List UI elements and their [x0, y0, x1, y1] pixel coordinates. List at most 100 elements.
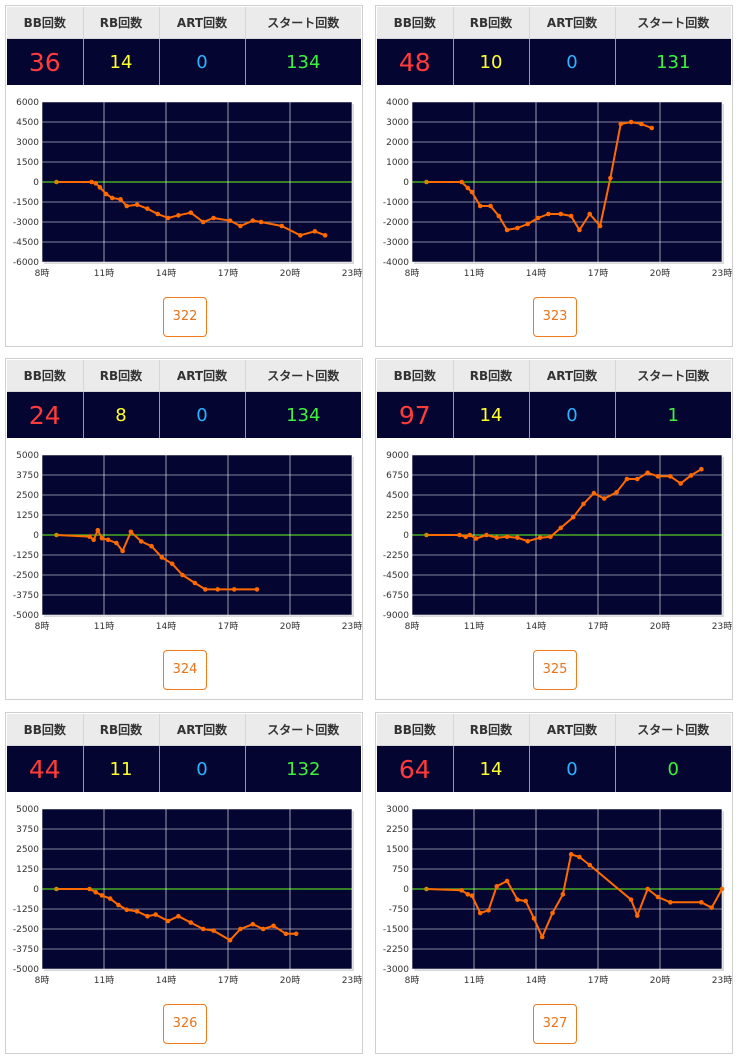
rb-count: 10 — [453, 38, 530, 85]
data-point — [424, 886, 429, 892]
y-tick-label: -2500 — [13, 925, 39, 935]
data-point — [608, 175, 613, 181]
data-point — [238, 926, 243, 932]
x-tick-label: 23時 — [712, 621, 732, 632]
y-tick-label: 4000 — [386, 98, 409, 108]
machine-card: BB回数 RB回数 ART回数 スタート回数 48 10 0 131 4000 3000 2000 1… — [375, 5, 733, 347]
machine-card: BB回数 RB回数 ART回数 スタート回数 64 14 0 0 3000 2250 1500 750… — [375, 712, 733, 1054]
data-point — [515, 225, 520, 231]
x-tick-label: 8時 — [405, 975, 420, 986]
y-tick-label: 0 — [33, 885, 39, 895]
x-tick-label: 11時 — [464, 268, 484, 279]
data-point — [145, 913, 150, 919]
data-point — [145, 206, 150, 211]
data-point — [134, 202, 140, 207]
stats-table: BB回数 RB回数 ART回数 スタート回数 48 10 0 131 — [377, 7, 731, 85]
y-tick-label: 5000 — [16, 451, 39, 461]
data-point — [200, 926, 206, 932]
data-point — [188, 920, 194, 925]
data-point — [238, 223, 243, 229]
data-point — [463, 534, 469, 540]
machine-number-button[interactable]: 327 — [533, 1004, 577, 1044]
data-point — [116, 902, 121, 908]
art-header: ART回数 — [159, 360, 246, 392]
y-tick-label: 2500 — [16, 491, 39, 501]
data-point — [494, 884, 500, 889]
machine-number-button[interactable]: 325 — [533, 650, 577, 690]
data-point — [254, 587, 260, 592]
x-tick-label: 8時 — [405, 268, 420, 279]
x-tick-label: 11時 — [94, 268, 114, 279]
data-point — [699, 900, 704, 905]
y-tick-label: 0 — [403, 531, 409, 541]
data-point — [469, 189, 475, 195]
data-point — [176, 213, 181, 218]
art-header: ART回数 — [529, 714, 616, 746]
data-point — [634, 476, 640, 482]
data-point — [568, 852, 574, 857]
data-point — [486, 908, 491, 913]
data-point — [87, 886, 92, 892]
x-tick-label: 23時 — [342, 975, 362, 986]
machine-number-button[interactable]: 323 — [533, 297, 577, 337]
data-point — [188, 210, 194, 215]
y-tick-label: 1250 — [16, 511, 39, 521]
bb-count: 48 — [377, 38, 454, 85]
rb-count: 14 — [83, 38, 160, 85]
art-count: 0 — [159, 391, 246, 438]
stats-table: BB回数 RB回数 ART回数 スタート回数 97 14 0 1 — [377, 360, 731, 438]
data-point — [293, 931, 299, 937]
data-point — [120, 548, 125, 554]
y-tick-label: -2500 — [13, 571, 39, 581]
rb-header: RB回数 — [453, 7, 530, 39]
bb-count: 64 — [377, 745, 454, 792]
data-point — [628, 897, 634, 902]
data-point — [298, 233, 303, 238]
data-point — [54, 179, 59, 185]
machine-card: BB回数 RB回数 ART回数 スタート回数 24 8 0 134 5000 3750 2500 12… — [5, 358, 363, 700]
data-point — [283, 931, 289, 937]
y-tick-label: -9000 — [383, 611, 409, 621]
data-point — [250, 921, 256, 927]
data-point — [211, 928, 216, 933]
data-point — [124, 907, 130, 913]
x-tick-label: 11時 — [94, 621, 114, 632]
y-tick-label: -6000 — [13, 258, 39, 268]
data-point — [103, 191, 109, 197]
data-point — [535, 215, 541, 221]
x-tick-label: 20時 — [280, 975, 300, 986]
data-point — [614, 490, 619, 495]
data-point — [424, 179, 429, 185]
y-tick-label: 4500 — [16, 118, 39, 128]
data-point — [558, 525, 564, 531]
x-tick-label: 14時 — [156, 621, 176, 632]
data-point — [180, 572, 185, 578]
stats-table: BB回数 RB回数 ART回数 スタート回数 36 14 0 134 — [7, 7, 361, 85]
x-tick-label: 14時 — [156, 975, 176, 986]
art-count: 0 — [529, 38, 616, 85]
machine-number-button[interactable]: 322 — [163, 297, 207, 337]
bb-header: BB回数 — [377, 360, 454, 392]
y-tick-label: 2250 — [386, 825, 409, 835]
data-point — [459, 888, 464, 893]
x-tick-label: 14時 — [526, 975, 546, 986]
y-tick-label: -4500 — [13, 238, 39, 248]
x-tick-label: 20時 — [650, 268, 670, 279]
y-tick-label: -3750 — [13, 945, 39, 955]
x-tick-label: 14時 — [526, 268, 546, 279]
data-point — [523, 898, 528, 904]
data-point — [250, 218, 256, 223]
data-point — [138, 539, 144, 544]
y-tick-label: -1250 — [13, 905, 39, 915]
machine-number-button[interactable]: 324 — [163, 650, 207, 690]
rb-header: RB回数 — [83, 7, 160, 39]
x-tick-label: 8時 — [405, 621, 420, 632]
x-tick-label: 17時 — [218, 975, 238, 986]
y-tick-label: 6000 — [16, 98, 39, 108]
data-point — [457, 532, 462, 538]
x-tick-label: 20時 — [280, 621, 300, 632]
machine-number-button[interactable]: 326 — [163, 1004, 207, 1044]
y-tick-label: -2250 — [383, 551, 409, 561]
y-tick-label: 4500 — [386, 491, 409, 501]
